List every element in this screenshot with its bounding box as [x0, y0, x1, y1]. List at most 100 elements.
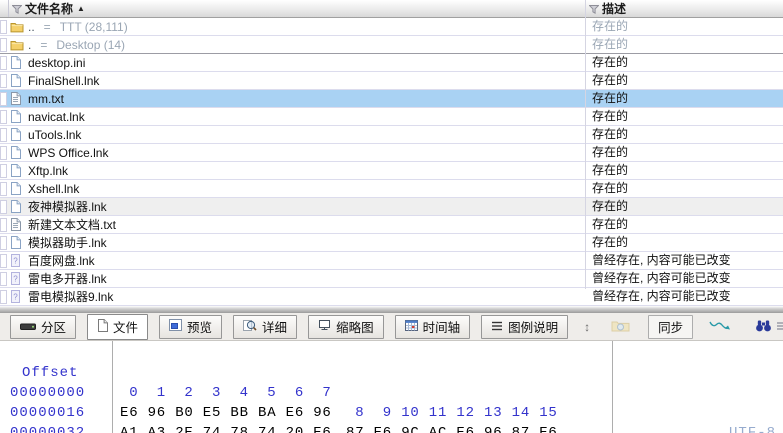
filter-funnel-icon[interactable]: [12, 4, 22, 14]
curve-tool-button[interactable]: [704, 316, 737, 338]
file-name: Xftp.lnk: [28, 163, 69, 178]
folder-icon: [10, 38, 25, 52]
file-name: 新建文本文档.txt: [28, 218, 117, 232]
file-description: 存在的: [592, 235, 629, 249]
column-header-description[interactable]: 描述: [585, 0, 783, 17]
row-gutter-cell: [0, 55, 7, 70]
file-name: 雷电多开器.lnk: [28, 272, 107, 286]
calendar-icon: [404, 319, 418, 334]
monitor-icon: [318, 319, 331, 334]
hex-header-row: Offset 0 1 2 3 4 5 6 7 8 9 10 11 12 13 1…: [0, 343, 783, 433]
table-row[interactable]: 模拟器助手.lnk 存在的: [0, 234, 783, 252]
file-description: 存在的: [592, 109, 629, 123]
svg-text:?: ?: [13, 275, 18, 284]
table-row[interactable]: 夜神模拟器.lnk 存在的: [0, 198, 783, 216]
file-description: 存在的: [592, 127, 629, 141]
list-lines-icon: [777, 320, 783, 334]
table-row-parent-dir[interactable]: .. = TTT (28,111) 存在的: [0, 18, 783, 36]
search-hit-list-button[interactable]: [750, 316, 783, 338]
explore-recursively-button[interactable]: [602, 316, 639, 338]
preview-mode-button[interactable]: 预览: [159, 314, 223, 339]
details-mode-button[interactable]: 详细: [233, 314, 298, 339]
link-target: TTT (28,111): [59, 19, 128, 34]
row-gutter-cell: [0, 217, 7, 232]
partition-mode-button[interactable]: 分区: [10, 314, 77, 339]
file-name: 百度网盘.lnk: [28, 254, 95, 268]
table-row[interactable]: ? 雷电多开器.lnk 曾经存在, 内容可能已改变: [0, 270, 783, 288]
table-row[interactable]: ? 雷电模拟器9.lnk 曾经存在, 内容可能已改变: [0, 288, 783, 306]
view-mode-toolbar: 分区 文件 预览 详细 缩略图 时间轴 图例说明 ↕: [0, 313, 783, 341]
table-row[interactable]: uTools.lnk 存在的: [0, 126, 783, 144]
svg-text:?: ?: [13, 293, 18, 302]
column-header-filename[interactable]: 文件名称: [25, 1, 74, 16]
row-gutter-cell: [0, 37, 7, 52]
file-description: 存在的: [592, 163, 629, 177]
byte-column-headers-8-15: 8 9 10 11 12 13 14 15: [346, 405, 558, 421]
thumbnails-mode-button[interactable]: 缩略图: [308, 314, 384, 339]
table-row[interactable]: FinalShell.lnk 存在的: [0, 72, 783, 90]
column-divider[interactable]: [585, 0, 586, 289]
file-description: 存在的: [592, 19, 629, 33]
table-row[interactable]: navicat.lnk 存在的: [0, 108, 783, 126]
text-file-icon: [10, 92, 25, 106]
file-description: 存在的: [592, 145, 629, 159]
table-row[interactable]: 新建文本文档.txt 存在的: [0, 216, 783, 234]
table-row[interactable]: Xshell.lnk 存在的: [0, 180, 783, 198]
table-row[interactable]: ? 百度网盘.lnk 曾经存在, 内容可能已改变: [0, 252, 783, 270]
sort-ascending-icon[interactable]: ▲: [77, 3, 85, 13]
file-list-panel: 文件名称 ▲ 描述 .. = TTT (28,111) 存在的 . = Desk…: [0, 0, 783, 306]
encoding-label[interactable]: UTF-8: [728, 425, 776, 433]
file-name: ..: [28, 19, 35, 34]
row-gutter-cell: [0, 145, 7, 160]
row-gutter-cell: [0, 91, 7, 106]
file-name: FinalShell.lnk: [28, 73, 100, 88]
legend-mode-button[interactable]: 图例说明: [481, 314, 569, 339]
file-description: 存在的: [592, 73, 629, 87]
file-name: 夜神模拟器.lnk: [28, 200, 107, 214]
byte-column-headers-0-7: 0 1 2 3 4 5 6 7: [120, 385, 332, 401]
unknown-file-icon: ?: [10, 254, 25, 268]
table-row[interactable]: desktop.ini 存在的: [0, 54, 783, 72]
file-icon: [10, 200, 25, 214]
magnifier-icon: [243, 319, 257, 335]
table-row[interactable]: WPS Office.lnk 存在的: [0, 144, 783, 162]
table-row[interactable]: Xftp.lnk 存在的: [0, 162, 783, 180]
timeline-mode-button[interactable]: 时间轴: [394, 314, 471, 339]
filter-funnel-icon[interactable]: [589, 4, 599, 14]
file-description: 存在的: [592, 199, 629, 213]
file-description: 曾经存在, 内容可能已改变: [592, 289, 731, 303]
resize-panel-button[interactable]: ↕: [579, 316, 595, 338]
row-gutter-cell: [0, 109, 7, 124]
hex-column-divider: [112, 341, 113, 433]
hex-bytes[interactable]: 87 E6 9C AC E6 96 87 E6: [346, 425, 558, 433]
file-mode-button[interactable]: 文件: [87, 313, 149, 340]
table-row-selected[interactable]: mm.txt 存在的: [0, 90, 783, 108]
file-icon: [10, 236, 25, 250]
offset-header: Offset: [22, 365, 79, 381]
file-icon: [10, 164, 25, 178]
hex-bytes[interactable]: A1 A3 2E 74 78 74 20 E6: [120, 425, 332, 433]
gutter-header-cell: [0, 0, 9, 17]
hex-offset: 00000000: [10, 385, 86, 401]
row-gutter-cell: [0, 289, 7, 304]
horizontal-splitter[interactable]: [0, 306, 783, 313]
hex-viewer-panel: Offset 0 1 2 3 4 5 6 7 8 9 10 11 12 13 1…: [0, 341, 783, 433]
wavy-arrow-icon: [709, 320, 732, 334]
row-gutter-cell: [0, 73, 7, 88]
file-name: navicat.lnk: [28, 109, 85, 124]
row-gutter-cell: [0, 181, 7, 196]
link-target: Desktop (14): [56, 37, 126, 52]
sync-toggle-button[interactable]: 同步: [648, 314, 694, 339]
hex-bytes[interactable]: E6 96 B0 E5 BB BA E6 96: [120, 405, 332, 421]
file-list-header: 文件名称 ▲ 描述: [0, 0, 783, 18]
unknown-file-icon: ?: [10, 290, 25, 304]
table-row-current-dir[interactable]: . = Desktop (14) 存在的: [0, 36, 783, 54]
list-lines-icon: [491, 320, 503, 334]
row-gutter-cell: [0, 271, 7, 286]
file-name: 雷电模拟器9.lnk: [28, 290, 114, 304]
file-description: 曾经存在, 内容可能已改变: [592, 253, 731, 267]
binoculars-icon: [755, 319, 772, 335]
preview-icon: [169, 319, 183, 334]
equals-sign: =: [43, 19, 51, 34]
row-gutter-cell: [0, 19, 7, 34]
